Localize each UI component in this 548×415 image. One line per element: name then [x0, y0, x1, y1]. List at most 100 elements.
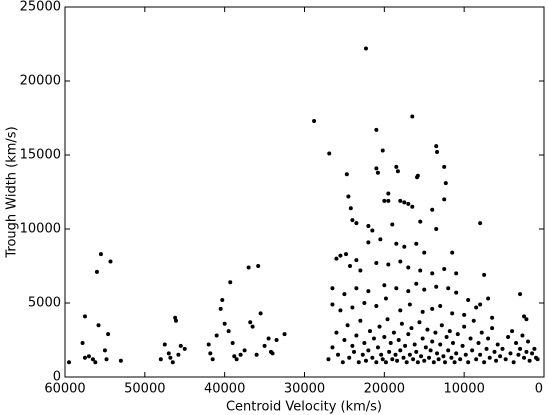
point [394, 286, 399, 291]
point [238, 352, 243, 357]
y-tick-label: 15000 [20, 148, 61, 163]
point [338, 308, 343, 313]
point [430, 271, 435, 276]
point [407, 302, 412, 307]
point [270, 351, 275, 356]
point [234, 357, 239, 362]
point [447, 329, 452, 334]
point [419, 354, 424, 359]
point [386, 191, 391, 196]
point [386, 198, 391, 203]
point [398, 198, 403, 203]
point [358, 268, 363, 273]
point [96, 323, 101, 328]
point [366, 224, 371, 229]
point [210, 357, 215, 362]
point [118, 358, 123, 363]
point [330, 345, 335, 350]
point [482, 360, 487, 365]
point [427, 355, 432, 360]
point [208, 351, 213, 356]
point [434, 144, 439, 149]
point [380, 357, 385, 362]
point [474, 305, 479, 310]
point [102, 348, 107, 353]
point [414, 281, 419, 286]
point [246, 265, 251, 270]
point [474, 357, 479, 362]
point [248, 320, 253, 325]
point [342, 338, 347, 342]
point [395, 358, 400, 363]
point [375, 170, 380, 175]
point [422, 250, 427, 255]
point [326, 357, 331, 362]
point [346, 194, 351, 199]
point [500, 346, 505, 351]
point [486, 336, 491, 341]
point [354, 258, 359, 263]
point [330, 286, 335, 291]
point [182, 346, 187, 351]
point [340, 360, 345, 365]
point [388, 340, 393, 345]
point [354, 333, 359, 338]
point [66, 360, 71, 365]
point [80, 340, 85, 345]
point [82, 314, 87, 319]
point [430, 207, 435, 212]
point [378, 237, 383, 242]
point [435, 351, 440, 356]
point [524, 317, 529, 322]
point [450, 311, 455, 316]
point [422, 358, 427, 363]
point [478, 352, 483, 357]
point [455, 332, 460, 337]
point [463, 352, 468, 357]
point [336, 352, 341, 357]
point [347, 355, 352, 360]
point [334, 256, 339, 261]
point [374, 360, 379, 365]
point [173, 318, 178, 323]
point [86, 354, 91, 359]
y-tick-label: 0 [53, 370, 61, 385]
point [458, 357, 463, 362]
point [382, 283, 387, 288]
point [535, 357, 540, 362]
point [390, 222, 395, 227]
point [410, 204, 415, 209]
x-tick-label: 30000 [284, 382, 325, 397]
point [379, 352, 384, 357]
y-tick-label: 5000 [28, 296, 61, 311]
point [158, 357, 163, 362]
point [390, 357, 395, 362]
point [431, 360, 436, 365]
point [330, 302, 335, 307]
point [344, 252, 349, 257]
point [380, 148, 385, 153]
point [222, 321, 227, 326]
point [218, 306, 223, 311]
point [170, 360, 175, 365]
point [530, 351, 535, 356]
point [228, 280, 233, 285]
point [490, 315, 495, 320]
point [498, 354, 503, 359]
point [527, 358, 532, 363]
point [518, 346, 523, 351]
point [417, 320, 422, 325]
point [393, 352, 398, 357]
point [178, 343, 183, 348]
point [450, 250, 455, 255]
point [478, 302, 483, 307]
point [344, 172, 349, 177]
point [406, 289, 411, 294]
point [377, 324, 382, 329]
point [366, 348, 371, 353]
point [439, 323, 444, 328]
point [98, 252, 103, 257]
point [327, 151, 332, 156]
